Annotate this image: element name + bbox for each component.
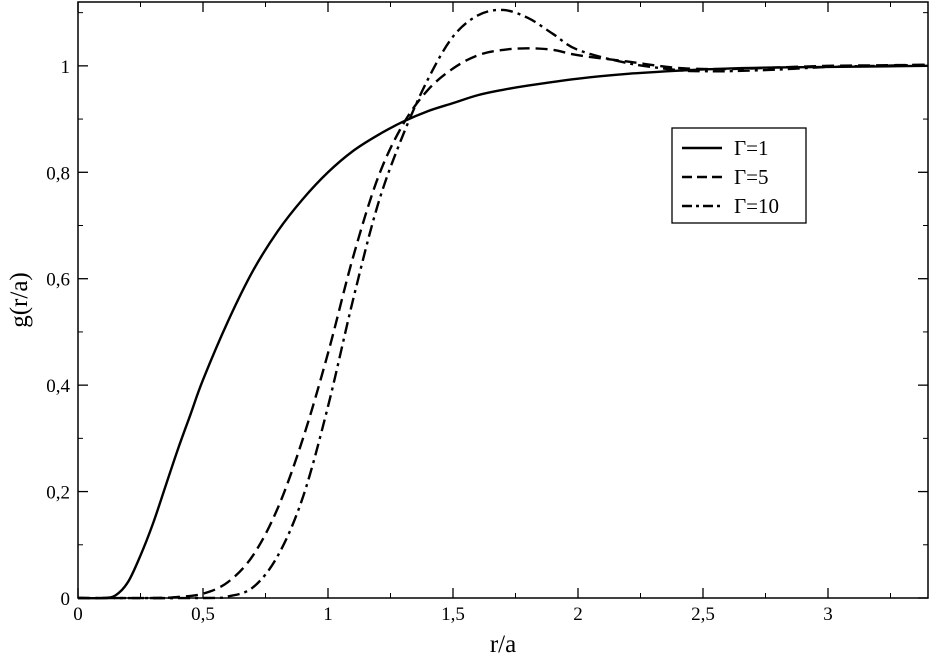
legend-box: [671, 127, 807, 224]
series-line-2: [77, 47, 929, 600]
plot-frame: [77, 1, 929, 599]
y-tick-label: 0,2: [46, 483, 70, 504]
legend: Γ=1 Γ=5 Γ=10: [671, 127, 807, 224]
x-tick-label: 0: [73, 604, 83, 625]
y-axis-label: g(r/a): [6, 272, 33, 328]
x-tick-label: 1,5: [441, 604, 465, 625]
x-tick-label: 2: [573, 604, 583, 625]
x-tick-label: 2,5: [691, 604, 715, 625]
y-ticks: 0 0,2 0,4 0,6 0,8 1: [46, 12, 928, 610]
y-tick-label: 0: [61, 589, 71, 610]
series-line-1: [77, 64, 929, 600]
y-tick-label: 1: [61, 57, 71, 78]
legend-label-2: Γ=5: [734, 165, 768, 189]
series-lines: [77, 8, 929, 600]
legend-label-1: Γ=1: [734, 136, 768, 160]
y-tick-label: 0,6: [46, 270, 70, 291]
x-axis-label: r/a: [490, 631, 516, 658]
series-line-3: [77, 8, 929, 600]
y-tick-label: 0,8: [46, 163, 70, 184]
y-tick-label: 0,4: [46, 376, 70, 397]
x-tick-label: 0,5: [191, 604, 215, 625]
legend-label-3: Γ=10: [734, 194, 779, 218]
x-tick-label: 3: [823, 604, 833, 625]
x-tick-label: 1: [323, 604, 333, 625]
x-ticks: 0 0,5 1 1,5 2 2,5 3: [73, 2, 891, 625]
